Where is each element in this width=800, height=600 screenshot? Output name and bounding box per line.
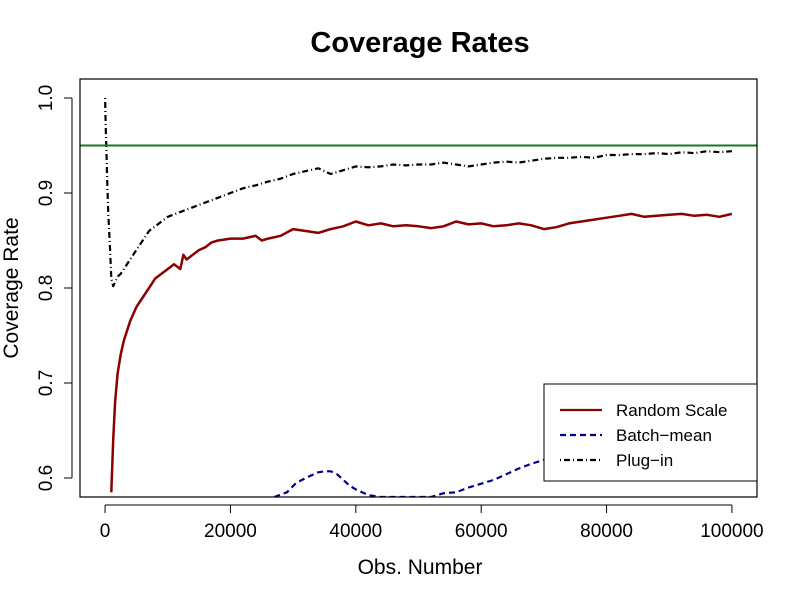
- series-line-random-scale: [110, 212, 733, 493]
- x-axis-label: Obs. Number: [358, 556, 483, 579]
- x-tick-label: 40000: [329, 521, 382, 542]
- legend-label: Plug−in: [616, 451, 673, 470]
- x-tick-label: 100000: [700, 521, 763, 542]
- y-axis: 0.6 0.7 0.8 0.9 1.0: [36, 85, 73, 491]
- chart-title: Coverage Rates: [310, 27, 529, 59]
- x-tick-label: 0: [100, 521, 111, 542]
- y-axis-label: Coverage Rate: [0, 217, 23, 358]
- y-tick-label: 0.8: [36, 275, 57, 301]
- legend-box: [543, 383, 758, 482]
- legend-label: Batch−mean: [616, 426, 712, 445]
- y-tick-label: 0.9: [36, 180, 57, 206]
- x-tick-label: 20000: [204, 521, 257, 542]
- y-tick-label: 0.7: [36, 370, 57, 396]
- series-line-plug-in: [104, 97, 732, 288]
- legend-label: Random Scale: [616, 401, 728, 420]
- plot-frame: [79, 78, 758, 498]
- legend: Random Scale Batch−mean Plug−in: [543, 383, 758, 482]
- y-tick-label: 0.6: [36, 465, 57, 491]
- x-tick-label: 60000: [455, 521, 508, 542]
- x-axis: 0 20000 40000 60000 80000 100000: [100, 504, 764, 542]
- x-tick-label: 80000: [580, 521, 633, 542]
- y-tick-label: 1.0: [36, 85, 57, 111]
